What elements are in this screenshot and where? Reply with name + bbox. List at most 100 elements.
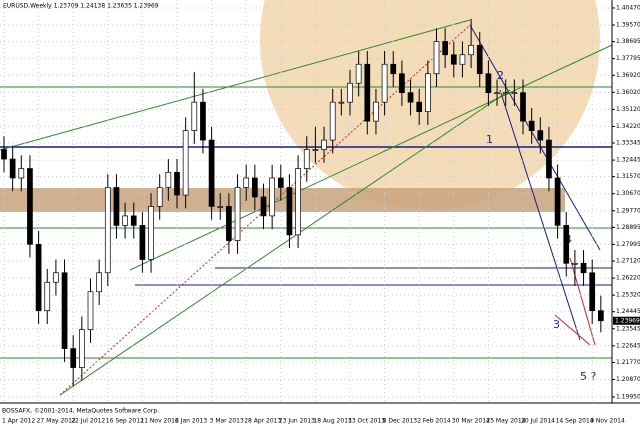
candle-body: [511, 92, 518, 95]
candle-body: [338, 101, 345, 104]
candle-body: [373, 101, 379, 122]
last-price-box: [613, 316, 640, 325]
y-tick-label: 1.37795: [616, 55, 640, 62]
y-tick-label: 1.31570: [616, 173, 640, 180]
x-tick-label: 20 Jul 2014: [521, 418, 555, 425]
trend-line: [569, 257, 596, 346]
candle-body: [416, 101, 423, 112]
y-tick-label: 1.38695: [616, 38, 640, 45]
trend-line: [0, 19, 471, 151]
x-tick-label: 8 Dec 2013: [383, 418, 418, 425]
x-tick-label: 11 Nov 2012: [140, 418, 179, 425]
y-tick-label: 1.19950: [616, 393, 640, 400]
candle-body: [1, 149, 7, 160]
candle-body: [520, 92, 526, 122]
candle-body: [494, 92, 500, 95]
candle-body: [27, 168, 33, 245]
candle-body: [312, 149, 319, 151]
candle-body: [433, 41, 440, 75]
x-tick-label: 13 Oct 2013: [348, 418, 385, 425]
trend-line: [499, 89, 581, 341]
y-tick-label: 1.30670: [616, 190, 640, 197]
candle-body: [277, 177, 284, 188]
candle-body: [597, 310, 604, 322]
candle-body: [381, 63, 388, 103]
candle-body: [113, 187, 120, 226]
x-tick-label: 6 Jan 2013: [175, 418, 207, 425]
candle-body: [295, 168, 301, 236]
y-tick-label: 1.24445: [616, 308, 640, 315]
trend-line: [129, 44, 613, 271]
zone: [0, 188, 565, 212]
candle-body: [260, 196, 267, 217]
y-tick-label: 1.33345: [616, 140, 640, 147]
candle-body: [122, 215, 128, 226]
x-tick-label: 30 Mar 2014: [452, 418, 490, 425]
x-tick-label: 28 Apr 2013: [244, 418, 281, 425]
candle-body: [407, 92, 414, 103]
candle-body: [589, 272, 596, 312]
candle-body: [139, 225, 146, 260]
y-tick-label: 1.20870: [616, 376, 640, 383]
candle-body: [53, 272, 59, 283]
x-tick-label: 2 Feb 2014: [417, 418, 451, 425]
candle-body: [546, 139, 552, 179]
annotation: 1: [486, 133, 493, 146]
candle-body: [208, 139, 215, 207]
candle-body: [104, 187, 111, 274]
candle-body: [399, 73, 405, 94]
y-tick-label: 1.28895: [616, 224, 640, 231]
last-price-label: 1.23969: [615, 317, 640, 324]
candle-body: [329, 101, 336, 141]
candle-body: [78, 329, 85, 368]
x-tick-label: 22 Jul 2012: [71, 418, 105, 425]
x-tick-label: 1 Apr 2012: [2, 418, 35, 425]
candle-body: [364, 63, 371, 122]
candle-body: [459, 54, 466, 65]
candle-body: [165, 171, 172, 188]
candle-body: [217, 206, 224, 208]
candle-body: [226, 206, 232, 241]
candle-body: [468, 44, 474, 56]
trend-line: [554, 314, 591, 346]
y-tick-label: 1.21770: [616, 359, 640, 366]
candle-body: [572, 262, 578, 265]
candle-body: [269, 177, 275, 217]
x-tick-label: 25 May 2014: [486, 418, 525, 425]
candle-body: [200, 101, 206, 141]
y-tick-label: 1.40470: [616, 4, 640, 11]
candle-body: [554, 177, 561, 226]
x-tick-label: 18 Aug 2013: [313, 418, 352, 425]
candle-body: [390, 63, 397, 75]
candle-body: [355, 63, 362, 84]
candle-body: [156, 187, 163, 207]
candle-body: [243, 177, 250, 188]
y-tick-label: 1.22645: [616, 342, 640, 349]
candle-body: [35, 243, 42, 312]
candle-body: [442, 41, 448, 56]
y-tick-label: 1.27995: [616, 241, 640, 248]
x-tick-label: 3 Mar 2013: [210, 418, 244, 425]
candle-body: [96, 272, 103, 293]
y-tick-label: 1.34220: [616, 123, 640, 130]
footer: BOSSAFX, ©2001-2014, MetaQuotes Software…: [2, 408, 159, 415]
candle-body: [70, 348, 77, 368]
annotation: 5 ?: [580, 370, 596, 383]
x-tick-label: 9 Nov 2014: [590, 418, 625, 425]
annotation: 3: [553, 318, 560, 331]
trend-line: [59, 89, 511, 396]
candle-body: [191, 101, 198, 131]
chart-title: EURUSD,Weekly 1.23709 1.24138 1.23635 1.…: [3, 3, 159, 10]
candle-body: [234, 187, 241, 241]
candle-body: [130, 215, 137, 226]
candle-body: [347, 82, 353, 103]
y-tick-label: 1.29770: [616, 207, 640, 214]
candle-body: [580, 262, 587, 274]
trend-line: [469, 24, 601, 251]
candle-body: [182, 130, 189, 196]
candle-body: [321, 139, 327, 150]
candle-body: [18, 168, 25, 179]
y-tick-label: 1.36920: [616, 72, 640, 79]
y-tick-label: 1.26220: [616, 275, 640, 282]
